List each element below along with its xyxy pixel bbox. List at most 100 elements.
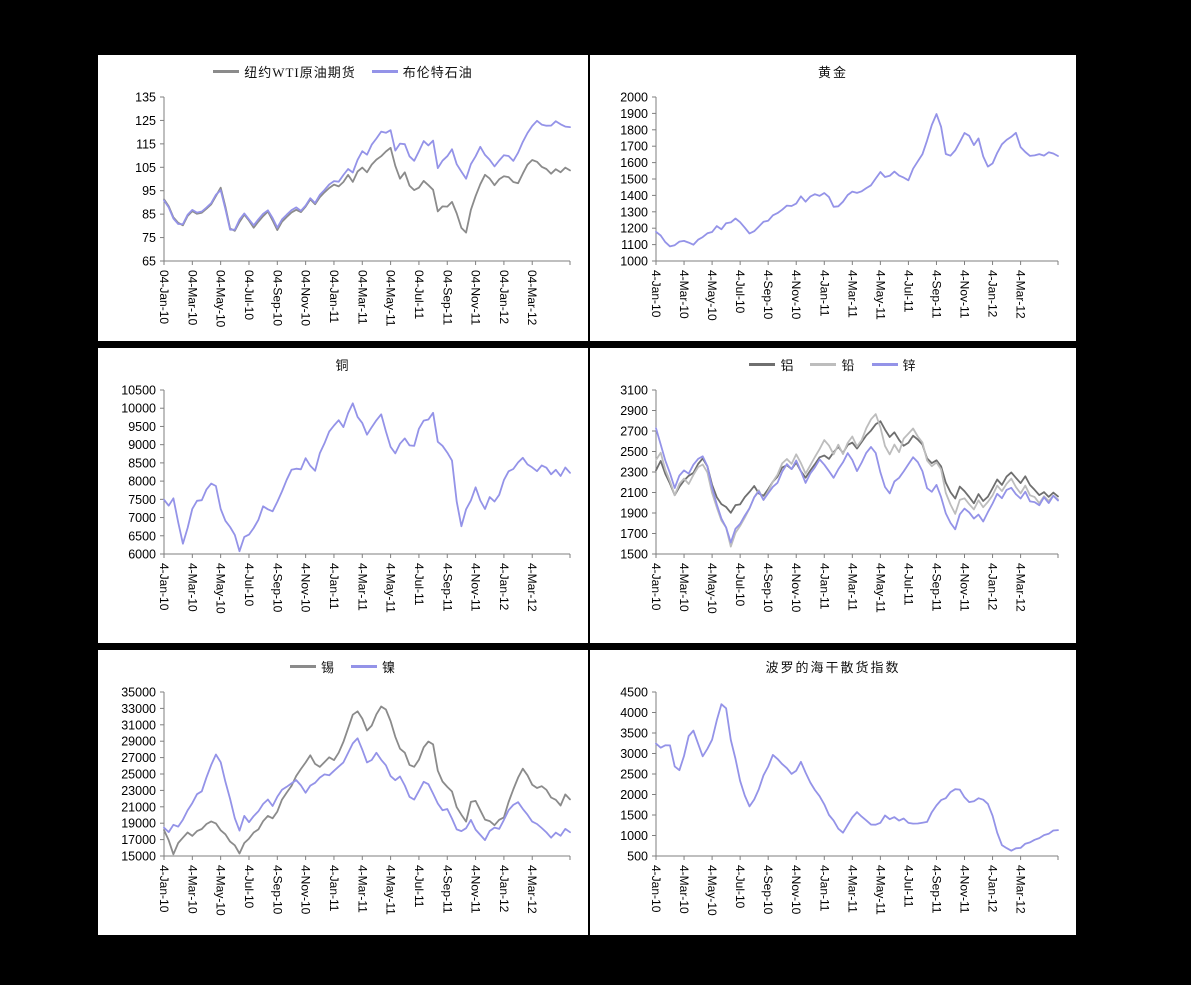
lead-legend-label: 铅	[841, 358, 856, 373]
x-tick-label: 4-Nov-10	[789, 865, 803, 915]
x-tick-label: 4-Sep-10	[270, 563, 284, 613]
x-tick-label: 4-Mar-10	[185, 865, 199, 914]
y-tick-label: 85	[142, 208, 156, 222]
y-tick-label: 1700	[620, 140, 648, 154]
y-tick-label: 27000	[121, 751, 156, 765]
x-tick-label: 4-Jan-12	[986, 270, 1000, 318]
x-tick-label: 4-Jul-11	[901, 270, 915, 313]
nickel-legend-marker	[351, 665, 377, 668]
x-tick-label: 04-Sep-10	[270, 270, 284, 326]
x-tick-label: 4-Jan-10	[157, 865, 171, 913]
x-tick-label: 4-Jul-10	[733, 865, 747, 909]
x-tick-label: 4-Jul-10	[733, 563, 747, 607]
y-tick-label: 135	[135, 91, 156, 105]
y-tick-label: 1400	[620, 189, 648, 203]
x-tick-label: 4-Jan-10	[649, 563, 663, 611]
y-tick-label: 3500	[620, 727, 648, 741]
x-tick-label: 4-Mar-11	[845, 865, 859, 913]
nickel-legend-label: 镍	[382, 660, 397, 675]
copper-plot: 10500 10000 9500 9000 8500 8000 7500 7000 6500 60…	[121, 384, 571, 614]
y-tick-label: 8000	[128, 475, 156, 489]
x-tick-label: 4-Mar-10	[677, 865, 691, 914]
x-tick-label: 4-Jan-11	[817, 865, 831, 912]
x-tick-label: 4-Mar-11	[845, 270, 859, 318]
gold-title-row: 黄金	[590, 62, 1076, 81]
x-tick-label: 4-Jan-10	[649, 270, 663, 318]
chart-panel-bdi: 波罗的海干散货指数 4500 4000 3500 3000 2500 2000 1500 10…	[590, 650, 1076, 935]
x-tick-label: 04-Mar-12	[525, 270, 539, 326]
y-tick-label: 1300	[620, 205, 648, 219]
y-tick-label: 4500	[620, 686, 648, 700]
gold-plot: 2000 1900 1800 1700 1600 1500 1400 1300 1200 1100…	[620, 91, 1059, 321]
aluminum-legend-label: 铝	[780, 358, 795, 373]
x-tick-label: 04-Nov-10	[299, 270, 313, 326]
y-tick-label: 19000	[121, 817, 156, 831]
x-tick-label: 4-Mar-11	[355, 865, 369, 913]
y-tick-label: 2500	[620, 768, 648, 782]
x-tick-label: 4-Jan-12	[497, 865, 511, 913]
x-tick-label: 4-Sep-11	[929, 270, 943, 319]
y-tick-label: 2500	[620, 445, 648, 459]
y-tick-label: 7500	[128, 493, 156, 507]
x-tick-label: 4-May-10	[705, 865, 719, 916]
x-tick-label: 4-May-11	[873, 270, 887, 320]
chart-panel-gold: 黄金 2000 1900 1800 1700 1600 1500 1400 1300 1200 1…	[590, 55, 1076, 341]
wti-legend-marker	[213, 70, 240, 73]
zinc-legend-label: 锌	[902, 358, 917, 373]
x-tick-label: 04-Mar-10	[185, 270, 199, 326]
y-tick-label: 31000	[121, 718, 156, 732]
aluminum-legend-marker	[749, 363, 776, 366]
x-tick-label: 4-Mar-11	[845, 563, 859, 611]
wti-legend-label: 纽约WTI原油期货	[244, 65, 356, 80]
x-tick-label: 04-Sep-11	[440, 270, 454, 325]
y-tick-label: 1600	[620, 156, 648, 170]
bdi-chart-title: 波罗的海干散货指数	[765, 660, 901, 675]
y-tick-label: 4000	[620, 706, 648, 720]
series-line-zinc	[655, 427, 1059, 544]
x-tick-label: 04-May-11	[384, 270, 398, 327]
y-tick-label: 15000	[121, 850, 156, 864]
y-tick-label: 1500	[620, 548, 648, 562]
x-tick-label: 4-Mar-12	[525, 563, 539, 612]
series-line-aluminum	[655, 420, 1059, 514]
gold-chart-title: 黄金	[817, 65, 848, 80]
y-tick-label: 75	[142, 231, 156, 245]
bdi-title-row: 波罗的海干散货指数	[590, 657, 1076, 676]
y-tick-label: 1700	[620, 527, 648, 541]
x-tick-label: 4-Jul-10	[242, 563, 256, 607]
brent-legend-marker	[371, 70, 398, 73]
y-tick-label: 2000	[620, 788, 648, 802]
x-tick-label: 4-May-11	[873, 865, 887, 915]
x-tick-label: 4-May-11	[384, 865, 398, 915]
x-tick-label: 4-Mar-10	[185, 563, 199, 612]
y-tick-label: 25000	[121, 768, 156, 782]
chart-panel-base-metals: 铝 铅 锌 3100 2900 2700 2500 2300 2100 1900 1700 15…	[590, 348, 1076, 643]
x-tick-label: 4-Sep-11	[929, 563, 943, 612]
y-tick-label: 2100	[620, 486, 648, 500]
x-tick-label: 04-Jan-12	[497, 270, 511, 324]
series-line-copper	[163, 402, 571, 553]
legend-item-zinc: 锌	[871, 355, 917, 374]
copper-title-row: 铜	[98, 355, 588, 374]
x-tick-label: 4-May-10	[705, 563, 719, 614]
y-tick-label: 9000	[128, 438, 156, 452]
legend-item-nickel: 镍	[351, 657, 396, 676]
x-tick-label: 4-Nov-11	[469, 563, 483, 612]
brent-legend-label: 布伦特石油	[402, 65, 473, 80]
x-tick-label: 04-Mar-11	[355, 270, 369, 325]
y-tick-label: 29000	[121, 735, 156, 749]
legend-item-brent: 布伦特石油	[371, 62, 473, 81]
y-tick-label: 3000	[620, 747, 648, 761]
y-tick-label: 8500	[128, 456, 156, 470]
y-tick-label: 21000	[121, 800, 156, 814]
y-tick-label: 10500	[121, 384, 156, 398]
x-tick-label: 4-Nov-10	[299, 865, 313, 915]
series-line-gold	[655, 113, 1059, 248]
y-tick-label: 1200	[620, 222, 648, 236]
x-tick-label: 4-Nov-11	[958, 563, 972, 612]
y-tick-label: 1000	[620, 255, 648, 269]
x-tick-label: 4-Nov-11	[958, 270, 972, 319]
x-tick-label: 4-Jul-10	[733, 270, 747, 314]
chart-panel-tin-nickel: 锡 镍 35000 33000 31000 29000 27000 25000 23000 2…	[98, 650, 588, 935]
